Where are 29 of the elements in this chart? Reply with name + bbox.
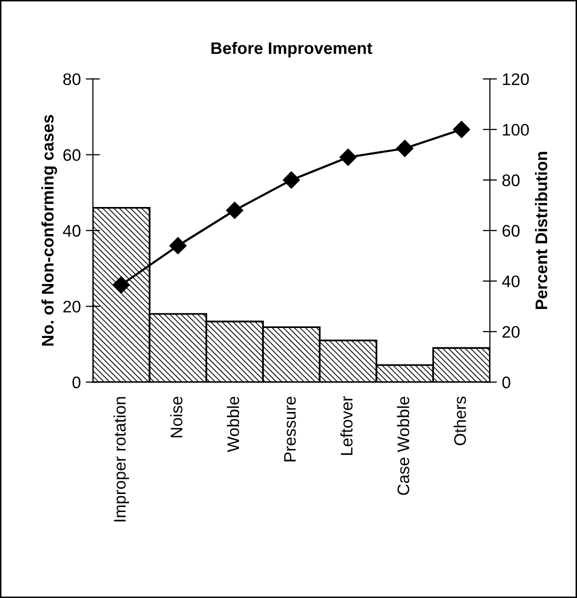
y2-tick-label: 120 xyxy=(502,73,529,86)
y-tick-label: 0 xyxy=(72,376,80,388)
y2-tick-label: 60 xyxy=(502,224,520,237)
y-tick-label: 60 xyxy=(63,149,80,161)
x-tick-label: Noise xyxy=(170,396,182,438)
y2-tick-label: 40 xyxy=(502,275,520,288)
y2-tick-label: 0 xyxy=(502,376,510,388)
x-tick-label: Leftover xyxy=(340,396,353,455)
point xyxy=(282,171,300,189)
point xyxy=(169,237,187,254)
x-tick-label: Case Wobble xyxy=(397,396,410,495)
x-tick-label: Wobble xyxy=(226,396,240,452)
y2-tick-label: 100 xyxy=(502,124,529,136)
point xyxy=(452,120,470,138)
point xyxy=(226,202,244,219)
y2-axis-title: Percent Distribution xyxy=(535,152,548,310)
point xyxy=(112,276,130,294)
y-tick-label: 40 xyxy=(62,224,80,237)
chart-title: Before Improvement xyxy=(211,42,372,58)
x-tick-label: Pressure xyxy=(284,396,296,462)
point xyxy=(396,140,414,157)
y2-tick-label: 20 xyxy=(502,326,520,338)
y-tick-label: 20 xyxy=(63,300,80,313)
y2-tick-label: 80 xyxy=(502,174,520,186)
x-tick-label: Improper rotation xyxy=(113,397,130,522)
point xyxy=(340,148,357,166)
y-tick-label: 80 xyxy=(63,73,80,86)
y-axis-title: No. of Non-conforming cases xyxy=(41,114,57,346)
x-tick-label: Others xyxy=(454,396,466,446)
